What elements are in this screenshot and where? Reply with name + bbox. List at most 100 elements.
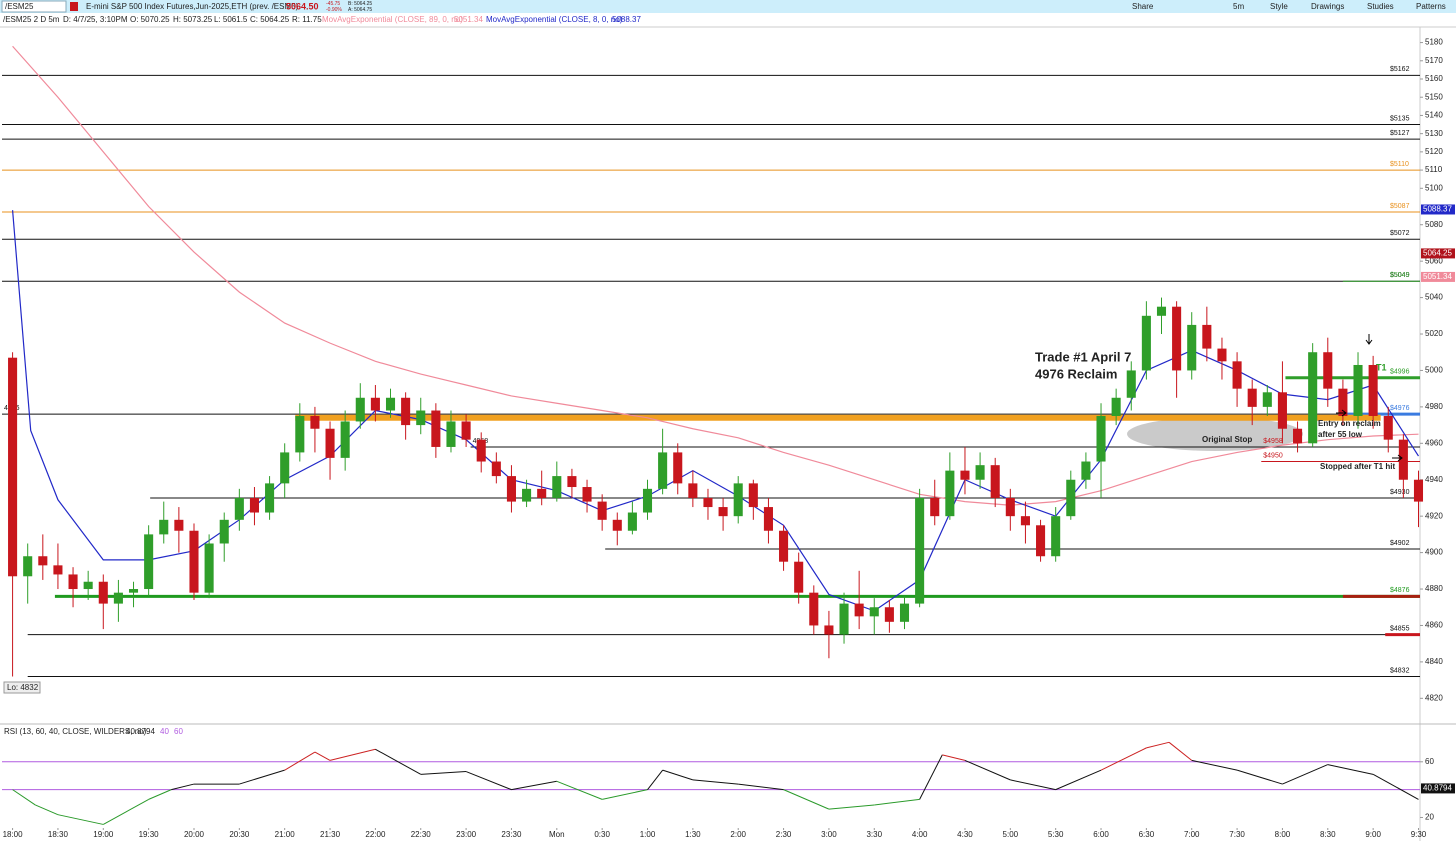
price-box-label: 5064.25 <box>1423 249 1452 258</box>
x-tick-label: 6:30 <box>1139 830 1155 839</box>
rsi-segment <box>57 814 104 825</box>
candle-body <box>234 497 244 520</box>
annotation: Stopped after T1 hit <box>1320 462 1395 471</box>
button[interactable]: Share <box>1132 2 1154 11</box>
candle-body <box>779 530 789 562</box>
candle-body <box>83 581 93 590</box>
price: 5064.50 <box>286 1 319 11</box>
candle-body <box>1262 392 1272 407</box>
level-label: $4832 <box>1390 667 1410 674</box>
candle-body <box>1020 516 1030 526</box>
candle-body <box>355 397 365 422</box>
x-tick-label: 2:30 <box>776 830 792 839</box>
x-tick-label: 7:30 <box>1229 830 1245 839</box>
change: -45.75 <box>326 1 340 7</box>
rsi-segment <box>329 748 376 761</box>
candle-body <box>506 476 516 502</box>
candle-body <box>23 556 33 577</box>
rsi-segment <box>284 751 316 771</box>
rsi-segment <box>783 789 830 810</box>
candle-body <box>144 534 154 590</box>
x-tick-label: 5:00 <box>1003 830 1019 839</box>
level-label: $5110 <box>1390 161 1409 168</box>
rsi-segment <box>919 754 943 800</box>
annotation: T1 <box>1376 362 1387 372</box>
x-tick-label: 6:00 <box>1093 830 1109 839</box>
rsi-segment <box>148 789 172 800</box>
candle-body <box>567 476 577 488</box>
y-tick-label: 5160 <box>1425 74 1443 83</box>
candle-body <box>990 465 1000 498</box>
candle-body <box>612 519 622 531</box>
rsi-segment <box>942 754 966 761</box>
candle-body <box>204 543 214 593</box>
rsi-segment <box>1010 779 1056 791</box>
level-label: $4976 <box>1390 405 1410 412</box>
button[interactable]: 5m <box>1233 2 1244 11</box>
rsi-segment <box>35 804 59 816</box>
x-tick-label: 5:30 <box>1048 830 1064 839</box>
candle-body <box>930 497 940 517</box>
x-tick-label: 18:30 <box>48 830 69 839</box>
candle-body <box>370 397 380 411</box>
symbol-box[interactable] <box>1 0 67 13</box>
candle-body <box>597 501 607 520</box>
candle-body <box>1066 479 1076 517</box>
candle-body <box>325 428 335 458</box>
rsi-segment <box>964 759 1011 781</box>
candle-body <box>552 476 562 498</box>
arrow <box>1336 409 1347 417</box>
y-tick-label: 5100 <box>1425 183 1443 192</box>
x-tick-label: 21:00 <box>275 830 296 839</box>
y-tick-label: 4940 <box>1425 475 1443 484</box>
annotation: Trade #1 April 7 <box>1035 349 1131 364</box>
button[interactable]: Style <box>1270 2 1288 11</box>
y-tick-label: 4980 <box>1425 402 1443 411</box>
candle-body <box>385 397 396 411</box>
candle-body <box>1232 361 1242 389</box>
x-tick-label: 18:00 <box>3 830 24 839</box>
x-tick-label: 8:00 <box>1275 830 1291 839</box>
candle-body <box>310 415 320 429</box>
price-box <box>1421 248 1455 259</box>
candle-body <box>416 410 426 426</box>
candle-body <box>1005 497 1015 517</box>
button[interactable]: Studies <box>1367 2 1394 11</box>
x-tick-label: 8:30 <box>1320 830 1336 839</box>
annotation: 4976 Reclaim <box>1035 366 1117 381</box>
x-tick-label: 3:00 <box>821 830 837 839</box>
value-box <box>1421 783 1455 794</box>
candle-body <box>1383 415 1393 440</box>
annotation: after 55 low <box>1318 430 1363 439</box>
candle-body <box>537 488 547 498</box>
rsi-segment <box>420 771 467 775</box>
candle-body <box>688 483 698 498</box>
x-tick-label: 9:00 <box>1365 830 1381 839</box>
button[interactable]: Drawings <box>1311 2 1344 11</box>
candle-body <box>476 439 486 462</box>
x-tick-label: 9:30 <box>1411 830 1427 839</box>
button[interactable]: Patterns <box>1416 2 1446 11</box>
y-tick-label: 5080 <box>1425 220 1443 229</box>
candle-body <box>174 519 184 531</box>
y-tick-label: 5120 <box>1425 147 1443 156</box>
candle-body <box>854 603 864 617</box>
y-tick-label: 5170 <box>1425 56 1443 65</box>
candle-body <box>703 497 713 508</box>
candle-body <box>113 592 123 604</box>
info: R: 11.75 <box>292 15 322 24</box>
candle-body <box>1051 516 1061 557</box>
info: C: 5064.25 <box>250 15 290 24</box>
symbol[interactable]: /ESM25 <box>5 2 34 11</box>
alert-icon[interactable] <box>70 2 78 11</box>
info: D: 4/7/25, 3:10PM <box>63 15 128 24</box>
candle-body <box>1036 525 1046 557</box>
y-tick-label: 5140 <box>1425 111 1443 120</box>
candle-body <box>159 519 169 535</box>
level-label: $5049 <box>1390 272 1410 279</box>
rsi-segment <box>171 783 195 791</box>
y-tick-label: 5130 <box>1425 129 1443 138</box>
rsi-value: 40.8794 <box>126 727 155 736</box>
candle-body <box>1398 439 1408 480</box>
